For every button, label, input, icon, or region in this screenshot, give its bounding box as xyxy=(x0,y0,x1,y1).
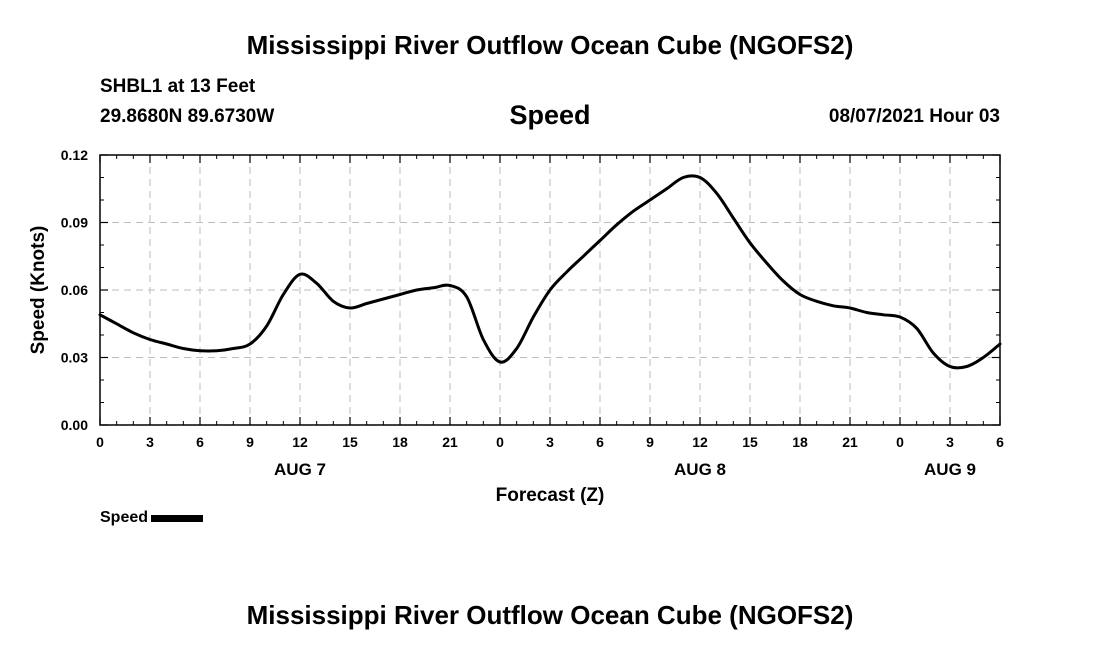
x-tick-label: 18 xyxy=(392,434,408,450)
x-tick-label: 21 xyxy=(842,434,858,450)
x-tick-label: 0 xyxy=(496,434,504,450)
x-tick-label: 18 xyxy=(792,434,808,450)
y-tick-label: 0.00 xyxy=(61,417,88,433)
y-tick-label: 0.09 xyxy=(61,215,88,231)
x-axis-label: Forecast (Z) xyxy=(496,485,605,506)
x-tick-label: 6 xyxy=(596,434,604,450)
x-tick-label: 3 xyxy=(546,434,554,450)
x-tick-label: 21 xyxy=(442,434,458,450)
x-tick-label: 12 xyxy=(692,434,708,450)
x-tick-label: 6 xyxy=(196,434,204,450)
x-tick-label: 3 xyxy=(946,434,954,450)
x-tick-label: 15 xyxy=(342,434,358,450)
date-label: AUG 7 xyxy=(274,460,326,479)
x-tick-label: 15 xyxy=(742,434,758,450)
x-tick-label: 9 xyxy=(246,434,254,450)
x-tick-label: 0 xyxy=(896,434,904,450)
legend-swatch xyxy=(151,514,204,522)
axis-tick-labels: 0 3 6 9 12 15 18 21 0 3 6 9 12 15 18 21 0 3 6 0.00 0.03 0.06 0… xyxy=(61,147,1004,479)
axis-ticks xyxy=(99,154,1001,426)
y-tick-label: 0.03 xyxy=(61,350,88,366)
date-label: AUG 9 xyxy=(924,460,976,479)
x-tick-label: 12 xyxy=(292,434,308,450)
station-coordinates: 29.8680N 89.6730W xyxy=(100,106,275,127)
x-tick-label: 3 xyxy=(146,434,154,450)
date-label: AUG 8 xyxy=(674,460,726,479)
speed-series-line xyxy=(98,174,1002,370)
chart-title: Mississippi River Outflow Ocean Cube (NG… xyxy=(246,30,854,60)
y-tick-label: 0.12 xyxy=(61,147,88,163)
y-tick-label: 0.06 xyxy=(61,282,88,298)
legend: Speed xyxy=(100,509,204,527)
x-tick-label: 6 xyxy=(996,434,1004,450)
legend-label: Speed xyxy=(100,509,149,526)
station-label: SHBL1 at 13 Feet xyxy=(100,76,256,97)
x-tick-label: 9 xyxy=(646,434,654,450)
forecast-datetime: 08/07/2021 Hour 03 xyxy=(828,106,1000,127)
x-tick-label: 0 xyxy=(96,434,104,450)
chart-subtitle: Speed xyxy=(509,100,591,130)
y-axis-label: Speed (Knots) xyxy=(28,226,49,355)
footer-title: Mississippi River Outflow Ocean Cube (NG… xyxy=(246,600,854,630)
